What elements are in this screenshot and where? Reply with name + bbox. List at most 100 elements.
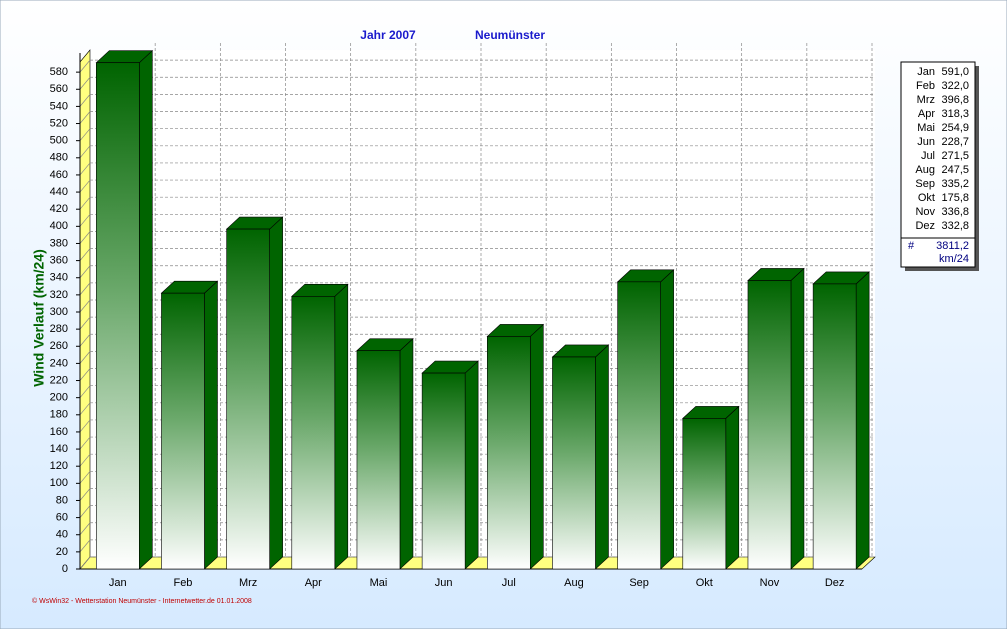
grid-line: [79, 265, 91, 278]
legend-value: 254,9: [941, 122, 969, 134]
bar: [682, 418, 727, 570]
bar-side: [529, 323, 544, 570]
y-tick-label: 400: [50, 220, 68, 232]
y-tick-label: 500: [50, 135, 68, 147]
legend-label: Dez: [915, 220, 935, 232]
grid-line: [79, 248, 91, 261]
x-tick-label: Dez: [825, 577, 845, 589]
y-tick-label: 360: [50, 255, 68, 267]
legend-total: 3811,2: [936, 240, 969, 252]
legend-total-symbol: #: [908, 240, 915, 252]
grid-line: [79, 162, 91, 176]
footer: © WsWin32 - Wetterstation Neumünster - I…: [32, 597, 252, 605]
legend-label: Apr: [918, 108, 935, 120]
grid-line: [79, 214, 91, 227]
bar: [617, 281, 661, 570]
grid-line: [79, 539, 91, 553]
y-tick-label: 80: [56, 494, 68, 506]
grid-line: [79, 299, 91, 313]
grid-line: [79, 94, 91, 107]
x-tick-label: Mai: [370, 577, 388, 589]
grid-line: [79, 231, 91, 244]
legend-label: Nov: [915, 206, 935, 218]
legend-value: 332,8: [941, 220, 969, 232]
bar: [356, 350, 401, 570]
y-tick-label: 340: [50, 272, 68, 284]
grid-line: [79, 419, 91, 433]
chart-title: Jahr 2007: [360, 28, 416, 42]
y-tick-label: 200: [50, 392, 68, 404]
legend-value: 318,3: [941, 108, 969, 120]
x-tick-label: Nov: [760, 577, 780, 589]
legend-label: Jan: [917, 66, 935, 78]
bar-side: [204, 280, 218, 570]
legend-value: 591,0: [941, 66, 969, 78]
x-tick-label: Jan: [109, 577, 127, 589]
y-tick-label: 0: [62, 563, 68, 575]
grid-line: [79, 453, 91, 467]
legend-label: Jul: [921, 150, 935, 162]
bar-side: [334, 283, 349, 570]
legend-value: 247,5: [941, 164, 969, 176]
y-tick-label: 40: [56, 529, 68, 541]
x-tick-label: Sep: [629, 577, 649, 589]
y-tick-label: 300: [50, 306, 68, 318]
y-tick-label: 580: [50, 66, 68, 78]
grid-line: [79, 145, 91, 159]
plot-area: [79, 49, 876, 570]
grid-line: [79, 316, 91, 330]
grid-line: [79, 282, 91, 296]
y-tick-label: 100: [50, 477, 68, 489]
grid-line: [79, 505, 91, 518]
grid-line: [79, 402, 91, 416]
y-tick-label: 520: [50, 117, 68, 129]
grid-line: [79, 385, 91, 398]
y-tick-label: 20: [56, 546, 68, 558]
y-tick-label: 120: [50, 460, 68, 472]
legend-value: 175,8: [941, 192, 969, 204]
legend-value: 271,5: [941, 150, 969, 162]
y-tick-label: 60: [56, 512, 68, 524]
y-tick-label: 160: [50, 426, 68, 438]
x-tick-label: Aug: [564, 577, 584, 589]
grid-line: [79, 128, 91, 141]
legend-label: Mai: [917, 122, 935, 134]
legend-value: 322,0: [941, 80, 969, 92]
grid-line: [79, 179, 91, 193]
y-axis-label: Wind Verlauf (km/24): [31, 249, 47, 387]
y-tick-label: 380: [50, 237, 68, 249]
x-tick-label: Jul: [502, 577, 516, 589]
y-tick-label: 560: [50, 83, 68, 95]
x-tick-label: Mrz: [239, 577, 257, 589]
grid-line: [79, 522, 91, 535]
grid-line: [79, 556, 91, 570]
bar: [95, 62, 140, 570]
x-tick-label: Apr: [305, 577, 322, 589]
bar: [161, 292, 205, 570]
grid-line: [79, 111, 91, 124]
legend-label: Jun: [917, 136, 935, 148]
bar-side: [855, 271, 870, 570]
legend-unit: km/24: [939, 253, 969, 265]
legend-label: Okt: [918, 192, 935, 204]
bar-side: [138, 50, 153, 570]
y-tick-label: 240: [50, 357, 68, 369]
bar-side: [725, 405, 740, 570]
legend-value: 228,7: [941, 136, 969, 148]
y-tick-label: 460: [50, 169, 68, 181]
bar: [226, 228, 270, 570]
side-wall: [79, 49, 91, 570]
grid-line: [79, 488, 91, 501]
legend-value: 396,8: [941, 94, 969, 106]
y-tick-label: 440: [50, 186, 68, 198]
grid-line: [79, 436, 91, 450]
legend-label: Aug: [915, 164, 935, 176]
bar-side: [464, 360, 479, 570]
back-wall: [90, 50, 875, 557]
bar-side: [399, 337, 414, 570]
bar: [291, 296, 336, 570]
legend-label: Feb: [916, 80, 935, 92]
x-tick-label: Feb: [173, 577, 192, 589]
x-tick-label: Jun: [435, 577, 453, 589]
